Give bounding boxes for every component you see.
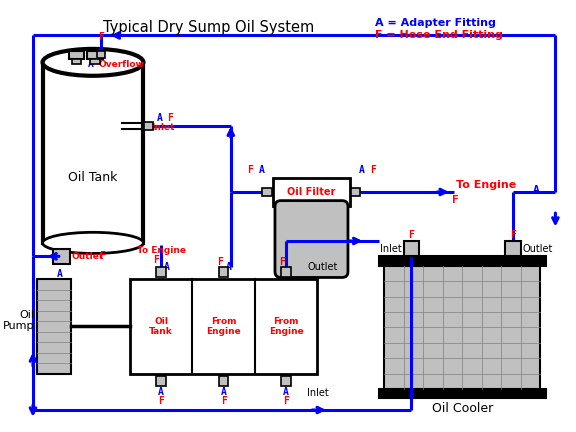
- Bar: [130, 280, 317, 374]
- Text: F: F: [279, 257, 285, 267]
- Bar: [281, 267, 291, 276]
- Text: F: F: [98, 32, 104, 42]
- Text: F: F: [153, 255, 160, 265]
- Ellipse shape: [43, 232, 143, 254]
- Text: F: F: [370, 165, 376, 175]
- Bar: [378, 389, 546, 398]
- Bar: [281, 376, 291, 386]
- Bar: [53, 249, 70, 264]
- Text: A: A: [88, 59, 94, 69]
- Text: F: F: [99, 251, 105, 261]
- Bar: [87, 51, 103, 60]
- Text: Typical Dry Sump Oil System: Typical Dry Sump Oil System: [103, 20, 314, 35]
- Text: A: A: [57, 269, 63, 279]
- Bar: [273, 178, 350, 206]
- Text: A: A: [158, 387, 164, 397]
- Text: Inlet: Inlet: [151, 123, 175, 132]
- Bar: [351, 187, 361, 196]
- Bar: [506, 241, 521, 256]
- Text: Outlet: Outlet: [307, 262, 338, 272]
- Text: A: A: [283, 387, 289, 397]
- Text: To Engine: To Engine: [137, 246, 185, 255]
- Text: A: A: [533, 185, 540, 195]
- Text: To Engine: To Engine: [456, 180, 516, 190]
- Text: Outlet: Outlet: [71, 252, 104, 261]
- Bar: [43, 62, 143, 243]
- Bar: [156, 267, 166, 276]
- Text: Oil Tank: Oil Tank: [69, 171, 118, 184]
- Bar: [404, 241, 419, 256]
- Text: A: A: [221, 387, 226, 397]
- Bar: [144, 122, 153, 130]
- Text: Inlet: Inlet: [307, 388, 329, 398]
- Bar: [384, 266, 540, 389]
- Bar: [378, 256, 546, 266]
- Text: From
Engine: From Engine: [268, 317, 304, 336]
- Text: Oil Filter: Oil Filter: [287, 187, 336, 197]
- Bar: [37, 280, 71, 374]
- Text: F: F: [158, 396, 164, 407]
- Text: A = Adapter Fitting: A = Adapter Fitting: [375, 18, 496, 28]
- Text: A: A: [157, 113, 162, 123]
- Text: F: F: [221, 396, 226, 407]
- Text: F: F: [510, 230, 516, 240]
- Text: A: A: [164, 262, 170, 272]
- Bar: [219, 376, 229, 386]
- Text: Oil
Tank: Oil Tank: [149, 317, 173, 336]
- Text: A: A: [358, 165, 365, 175]
- Bar: [69, 51, 84, 60]
- Text: Oil Cooler: Oil Cooler: [431, 402, 493, 415]
- Bar: [90, 60, 100, 64]
- Text: Outlet: Outlet: [523, 244, 553, 254]
- Text: F: F: [283, 396, 289, 407]
- Text: F = Hose End Fitting: F = Hose End Fitting: [375, 30, 503, 40]
- Bar: [72, 60, 81, 64]
- Text: F: F: [452, 195, 459, 205]
- Text: Oil
Pump: Oil Pump: [2, 310, 34, 331]
- Ellipse shape: [43, 49, 143, 76]
- Text: Inlet: Inlet: [380, 244, 401, 254]
- Bar: [156, 376, 166, 386]
- Text: F: F: [217, 257, 223, 267]
- Text: F: F: [247, 165, 253, 175]
- Text: Overflow: Overflow: [98, 60, 145, 69]
- Bar: [97, 51, 104, 58]
- FancyBboxPatch shape: [275, 200, 348, 277]
- Text: F: F: [408, 230, 414, 240]
- Bar: [263, 187, 272, 196]
- Bar: [219, 267, 229, 276]
- Text: F: F: [168, 113, 173, 123]
- Text: A: A: [225, 262, 232, 272]
- Text: From
Engine: From Engine: [206, 317, 241, 336]
- Text: A: A: [259, 165, 264, 175]
